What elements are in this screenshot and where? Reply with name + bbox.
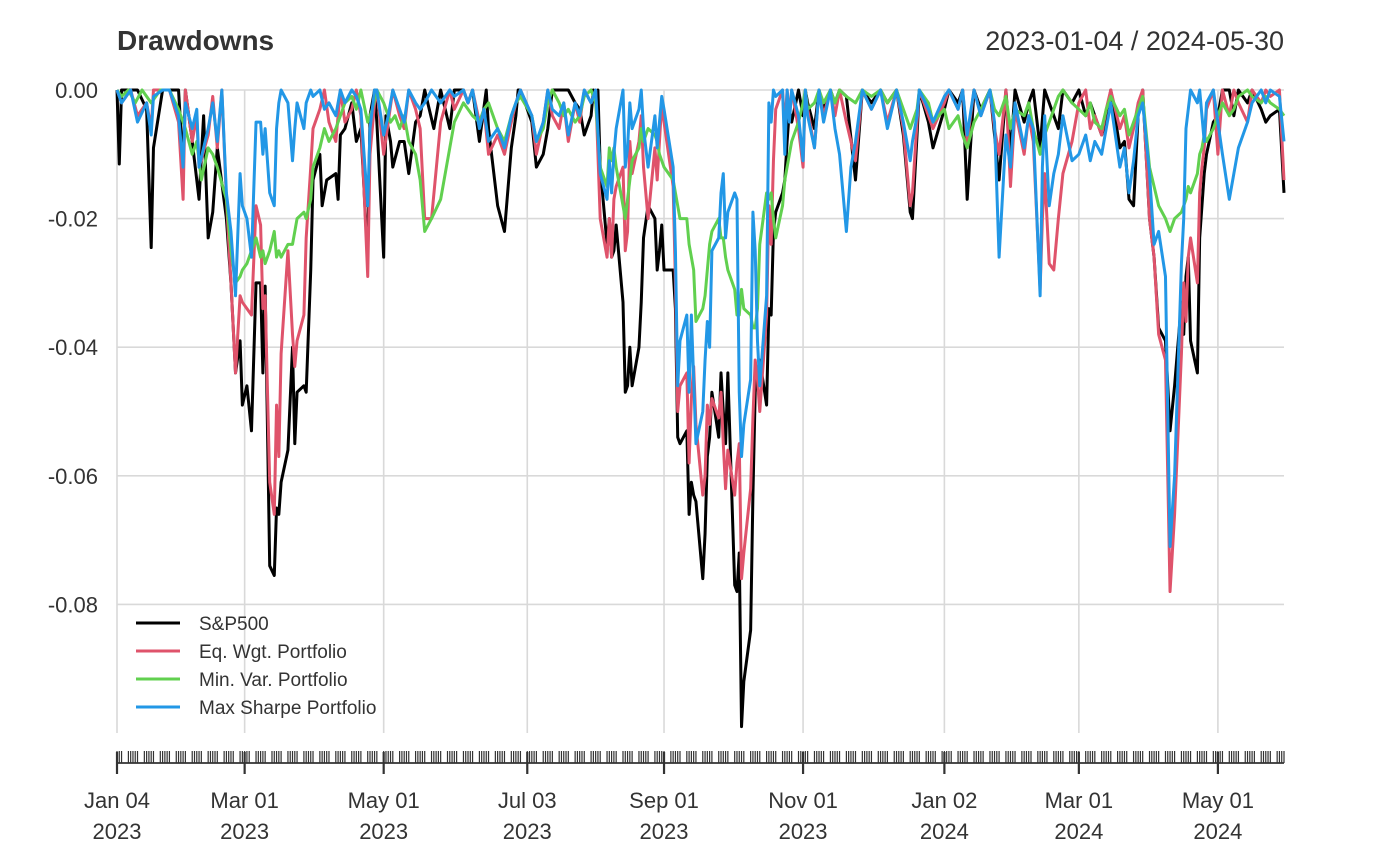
x-tick-label: May 01 [348, 788, 420, 813]
chart-title: Drawdowns [117, 25, 274, 56]
legend-label: S&P500 [199, 614, 269, 635]
legend-label: Min. Var. Portfolio [199, 670, 348, 691]
x-axis: Jan 04 2023 Mar 01 2023 May 01 2023 Jul 03 2023… [84, 751, 1285, 844]
x-tick-year-label: 2023 [640, 819, 689, 844]
y-tick-label: -0.08 [48, 592, 98, 617]
y-tick-label: -0.02 [48, 207, 98, 232]
legend-label: Eq. Wgt. Portfolio [199, 642, 347, 663]
series-line [115, 88, 1286, 330]
series-line [115, 88, 1286, 549]
series-lines [115, 88, 1286, 729]
x-minor-ticks [116, 751, 1285, 763]
series-line [115, 88, 1286, 729]
y-axis: 0.00 -0.02 -0.04 -0.06 -0.08 [48, 78, 98, 617]
x-tick-label: Sep 01 [629, 788, 699, 813]
series-line [115, 88, 1286, 594]
x-tick-year-label: 2024 [1193, 819, 1242, 844]
x-tick-label: Mar 01 [1045, 788, 1113, 813]
x-tick-year-label: 2023 [93, 819, 142, 844]
x-tick-label: Jul 03 [498, 788, 557, 813]
x-tick-label: May 01 [1182, 788, 1254, 813]
legend: S&P500 Eq. Wgt. Portfolio Min. Var. Portfo… [136, 614, 376, 719]
x-tick-label: Nov 01 [768, 788, 838, 813]
x-tick-label: Jan 02 [911, 788, 977, 813]
x-tick-year-label: 2023 [779, 819, 828, 844]
x-tick-year-label: 2023 [359, 819, 408, 844]
y-tick-label: 0.00 [55, 78, 98, 103]
date-range: 2023-01-04 / 2024-05-30 [985, 26, 1284, 56]
x-tick-label: Jan 04 [84, 788, 150, 813]
x-tick-label: Mar 01 [210, 788, 278, 813]
grid [116, 89, 1284, 733]
y-tick-label: -0.04 [48, 335, 98, 360]
x-tick-year-label: 2023 [503, 819, 552, 844]
x-tick-year-label: 2024 [920, 819, 969, 844]
legend-label: Max Sharpe Portfolio [199, 698, 376, 719]
y-tick-label: -0.06 [48, 464, 98, 489]
x-tick-year-label: 2023 [220, 819, 269, 844]
x-tick-year-label: 2024 [1054, 819, 1103, 844]
